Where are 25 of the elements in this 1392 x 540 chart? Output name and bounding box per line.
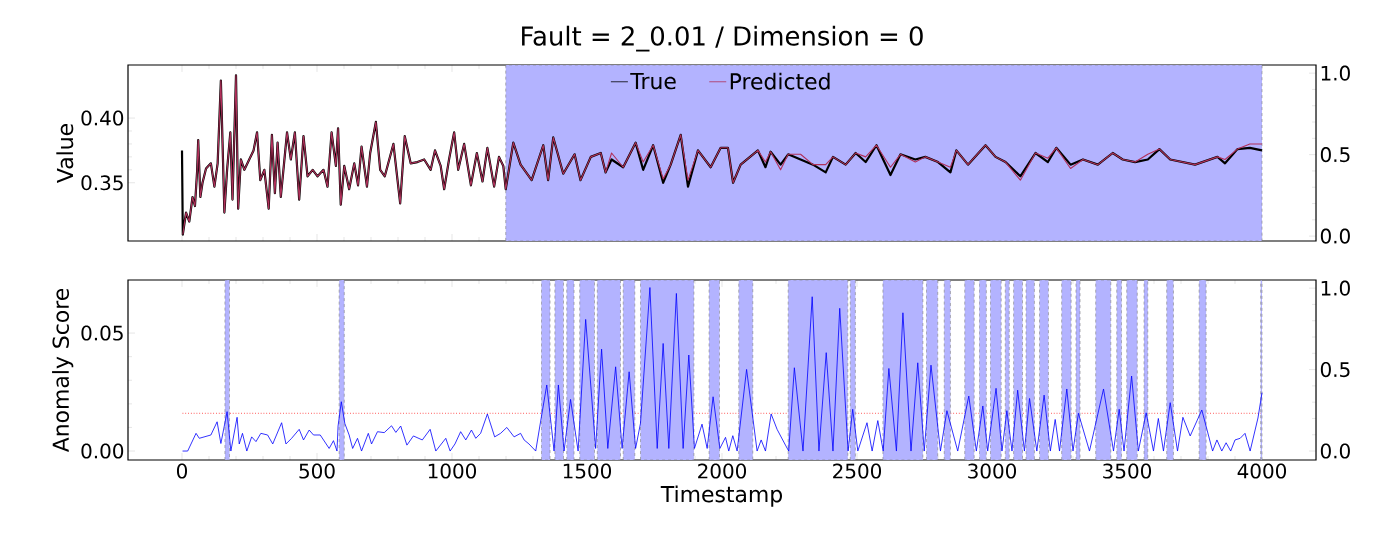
- y-tick-label: 0.00: [81, 443, 124, 459]
- y2-tick-label: 0.5: [1320, 362, 1350, 378]
- x-tick-label: 0: [176, 463, 188, 479]
- x-axis-title: Timestamp: [660, 485, 782, 507]
- x-tick-label: 1000: [428, 463, 477, 479]
- x-tick-label: 3000: [968, 463, 1017, 479]
- y2-tick-label: 0.0: [1320, 443, 1350, 459]
- y2-tick-label: 0.5: [1320, 147, 1350, 163]
- x-tick-label: 3500: [1103, 463, 1152, 479]
- y-tick-label: 0.35: [81, 175, 123, 191]
- x-tick-label: 1500: [563, 463, 612, 479]
- legend-label: True: [630, 73, 676, 90]
- y2-tick-label: 0.0: [1320, 228, 1350, 244]
- legend-label: Predicted: [730, 72, 830, 90]
- x-tick-label: 4000: [1237, 463, 1287, 479]
- x-tick-label: 500: [299, 463, 335, 479]
- y-tick-label: 0.40: [81, 110, 124, 126]
- y2-tick-label: 1.0: [1321, 65, 1350, 81]
- x-tick-label: 2500: [833, 463, 882, 479]
- chart-title: Fault = 2_0.01 / Dimension = 0: [522, 25, 923, 52]
- y2-tick-label: 1.0: [1321, 280, 1350, 296]
- y-axis-title: Value: [56, 124, 74, 183]
- y-axis-title: Anomaly Score: [52, 288, 74, 453]
- y-tick-label: 0.05: [81, 325, 123, 341]
- x-tick-label: 2000: [698, 463, 747, 479]
